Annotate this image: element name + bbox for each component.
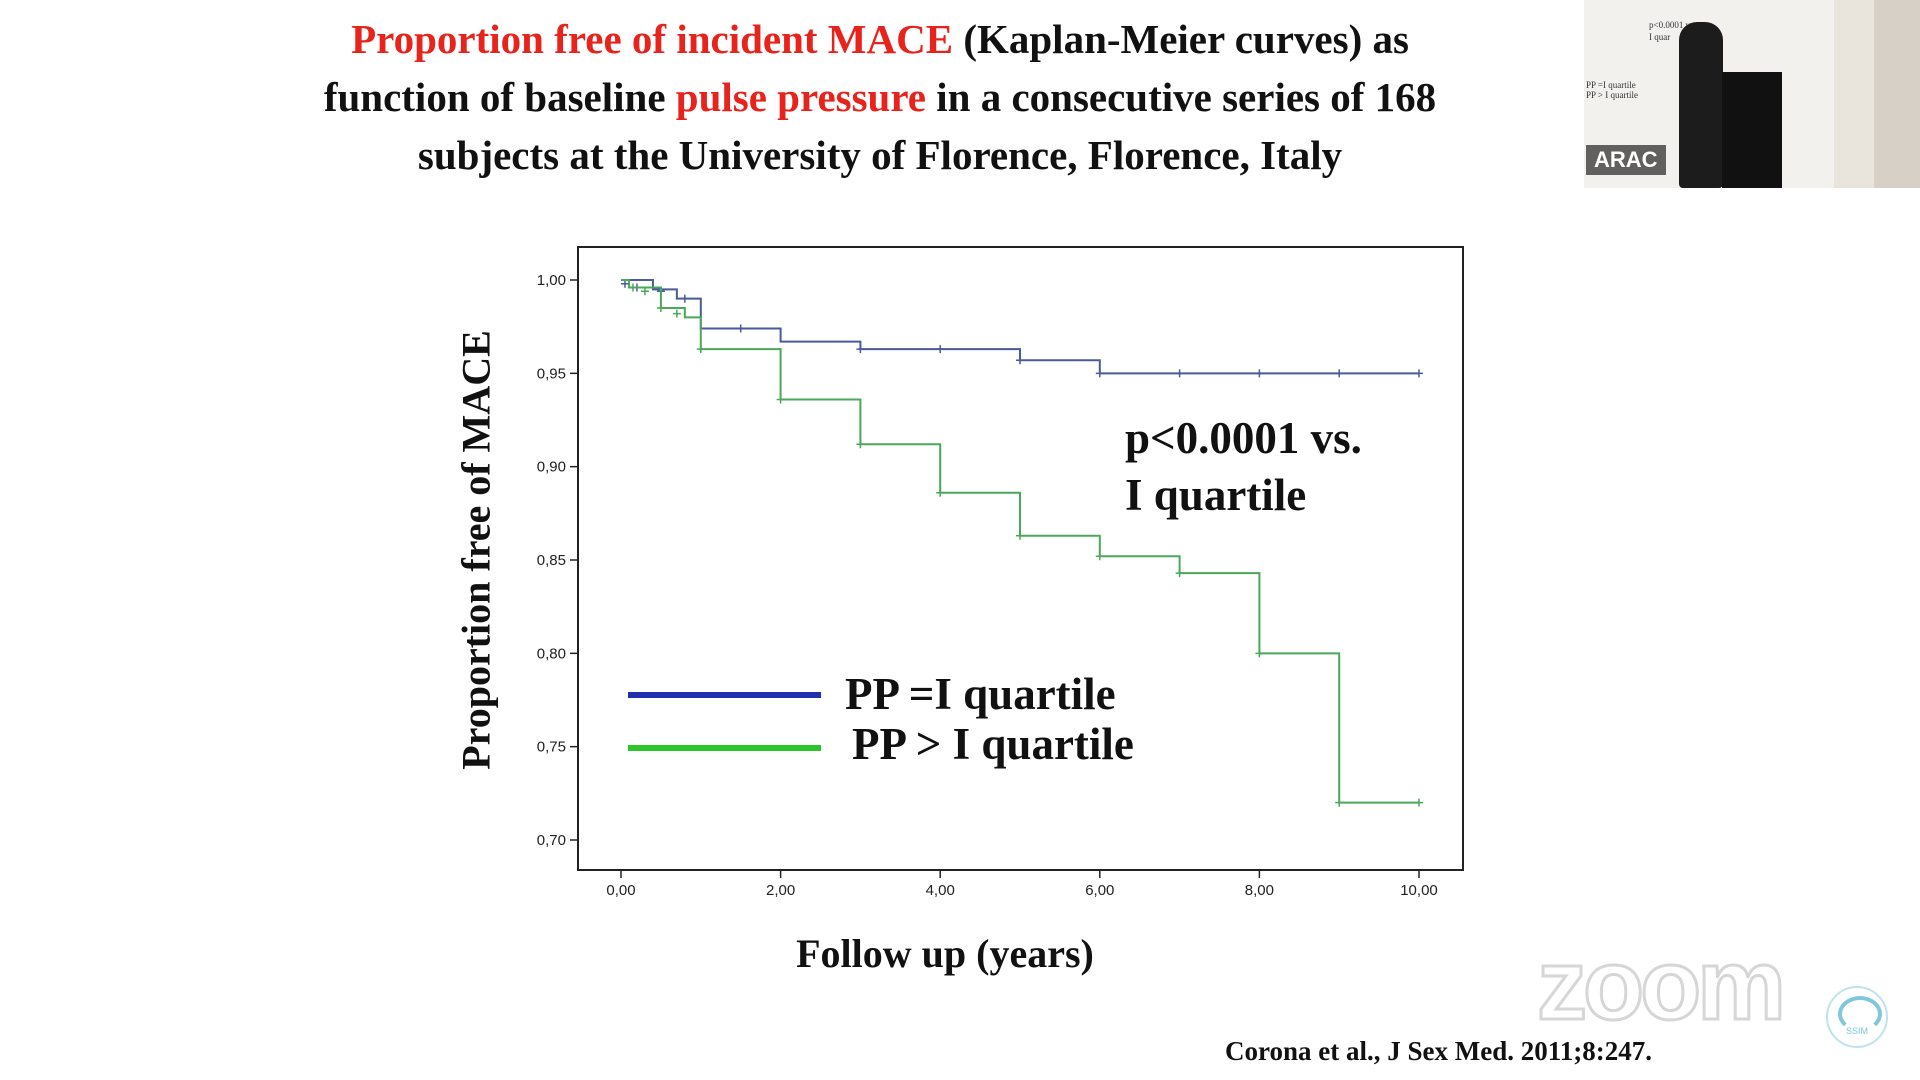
series-pp-above-first-quartile-censor-mark xyxy=(640,287,649,296)
series-pp-first-quartile-censor-mark xyxy=(680,294,689,303)
x-tick-label: 0,00 xyxy=(606,882,635,899)
series-pp-first-quartile-censor-mark xyxy=(1175,369,1184,378)
x-tick-label: 10,00 xyxy=(1400,882,1438,899)
x-tick-label: 2,00 xyxy=(766,882,795,899)
x-tick-label: 4,00 xyxy=(926,882,955,899)
y-tick-label: 0,80 xyxy=(537,645,566,662)
legend-label-pp-above-first-quartile: PP > I quartile xyxy=(852,719,1134,769)
plot-frame xyxy=(577,246,1464,871)
title-line-3: subjects at the University of Florence, … xyxy=(417,132,1343,178)
legend-swatch-green xyxy=(628,745,821,751)
series-pp-first-quartile-censor-mark xyxy=(936,345,945,354)
y-tick-label: 0,75 xyxy=(537,739,566,756)
mini-legend-2: PP > I quartile xyxy=(1586,90,1638,100)
series-pp-first-quartile-line xyxy=(621,279,1419,375)
series-pp-above-first-quartile-censor-mark xyxy=(1016,531,1024,540)
series-pp-above-first-quartile-censor-mark xyxy=(776,395,785,404)
series-pp-above-first-quartile-censor-mark xyxy=(672,309,681,318)
y-tick-label: 0,70 xyxy=(537,832,566,849)
zoom-logo: zoom xyxy=(1535,929,1787,1041)
speaker-video-tile[interactable]: p<0.0001 vs. I quar PP =I quartile PP > … xyxy=(1584,0,1920,188)
series-pp-first-quartile-censor-mark xyxy=(1255,369,1264,378)
title-line-1-rest: (Kaplan-Meier curves) as xyxy=(953,16,1409,62)
series-pp-first-quartile-censor-mark xyxy=(1016,356,1024,365)
speaker-figure xyxy=(1679,22,1723,188)
legend-label-pp-first-quartile: PP =I quartile xyxy=(845,669,1116,719)
title-line-2-b: in a consecutive series of 168 xyxy=(926,74,1437,120)
y-tick-label: 1,00 xyxy=(537,272,566,289)
mini-pvalue: p<0.0001 vs. xyxy=(1649,20,1696,30)
series-pp-above-first-quartile-censor-mark xyxy=(1095,552,1104,561)
x-axis-label: Follow up (years) xyxy=(796,931,1094,976)
mini-legend-1: PP =I quartile xyxy=(1586,80,1636,90)
x-tick-label: 6,00 xyxy=(1085,882,1114,899)
title-line-1: Proportion free of incident MACE (Kaplan… xyxy=(180,10,1580,68)
series-pp-above-first-quartile-censor-mark xyxy=(1415,798,1423,807)
badge-arc-icon xyxy=(1838,996,1882,1032)
y-axis-label: Proportion free of MACE xyxy=(453,330,499,770)
title-highlight-pulse-pressure: pulse pressure xyxy=(675,74,927,120)
legend-swatch-blue xyxy=(628,692,821,698)
title-line-2-a: function of baseline xyxy=(323,74,676,120)
y-tick-label: 0,85 xyxy=(537,552,566,569)
series-pp-above-first-quartile-censor-mark xyxy=(696,345,705,354)
slide-title: Proportion free of incident MACE (Kaplan… xyxy=(180,10,1580,184)
tile-wall xyxy=(1874,0,1920,188)
series-pp-above-first-quartile-censor-mark xyxy=(656,304,665,312)
p-value-line-2: I quartile xyxy=(1125,470,1307,520)
mini-quartile: I quar xyxy=(1649,32,1671,42)
y-tick-label: 0,95 xyxy=(537,365,566,382)
x-tick-label: 8,00 xyxy=(1245,882,1274,899)
series-pp-first-quartile-censor-mark xyxy=(1415,369,1423,378)
series-pp-first-quartile-censor-mark xyxy=(1095,369,1104,378)
series-pp-first-quartile-censor-mark xyxy=(1335,369,1344,378)
series-pp-first-quartile-censor-mark xyxy=(620,279,629,288)
participant-name-label: ARAC xyxy=(1586,145,1666,175)
series-pp-above-first-quartile-censor-mark xyxy=(628,283,637,292)
title-line-2: function of baseline pulse pressure in a… xyxy=(180,68,1580,126)
series-pp-above-first-quartile-censor-mark xyxy=(856,440,865,449)
series-pp-above-first-quartile-censor-mark xyxy=(1335,798,1344,807)
p-value-annotation: p<0.0001 vs. I quartile xyxy=(1125,410,1362,524)
podium xyxy=(1722,72,1782,188)
y-tick-label: 0,90 xyxy=(537,459,566,476)
series-pp-first-quartile-censor-mark xyxy=(856,345,865,354)
badge-text: SSIM xyxy=(1845,1026,1868,1036)
series-pp-first-quartile-censor-mark xyxy=(736,324,745,333)
series-pp-above-first-quartile-censor-mark xyxy=(936,488,945,497)
corner-badge-icon: SSIM xyxy=(1826,986,1888,1048)
p-value-line-1: p<0.0001 vs. xyxy=(1125,413,1362,463)
series-pp-above-first-quartile-censor-mark xyxy=(1175,569,1184,578)
citation: Corona et al., J Sex Med. 2011;8:247. xyxy=(1225,1036,1652,1066)
series-pp-above-first-quartile-censor-mark xyxy=(1255,649,1264,658)
title-highlight-mace: Proportion free of incident MACE xyxy=(351,16,954,62)
